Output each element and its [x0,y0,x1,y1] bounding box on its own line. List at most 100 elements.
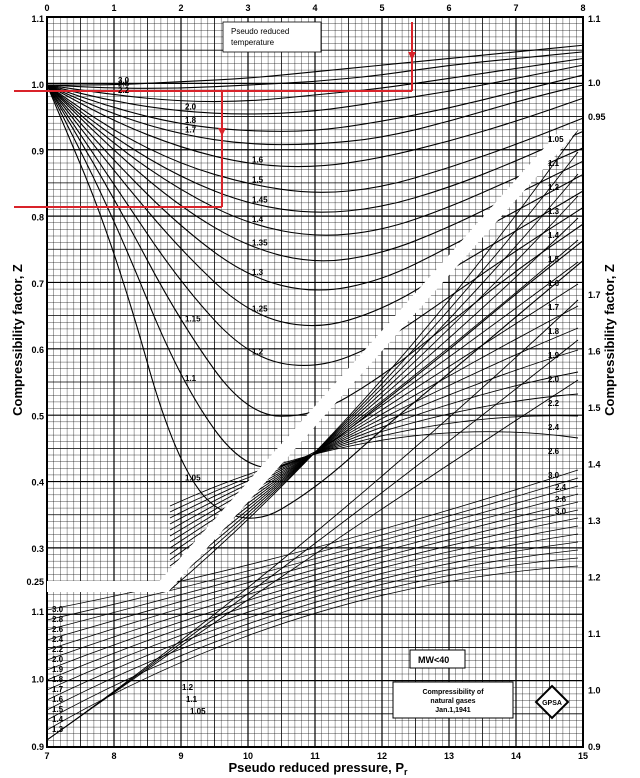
right-axis-tick: 1.1 [588,14,601,24]
high-pr-label-1.9: 1.9 [548,351,560,360]
top-axis-tick: 8 [580,3,585,13]
tr-curve-2.6 [46,51,584,89]
high-pr-label-1.5: 1.5 [548,255,560,264]
tr-label-1.25: 1.25 [252,305,268,314]
high-pr-curve-1.3 [169,195,579,573]
high-pr-label-2.6: 2.6 [548,447,560,456]
lower-center-curve-1.1 [46,339,579,741]
separator-band-left [47,581,169,592]
lower-curve-1.4 [46,557,579,721]
lower-curve-2.8 [46,477,579,621]
high-pr-curve-2.2 [169,371,579,525]
high-pr-curve-1.1 [169,151,579,585]
tr-curve-2.0 [46,64,584,115]
lower-left-label-1.9: 1.9 [52,665,64,674]
left-axis-tick: 0.4 [31,478,44,488]
lower-center-label-1.05: 1.05 [190,707,206,716]
mw-label: MW<40 [418,655,449,665]
tr-label-1.7: 1.7 [185,126,197,135]
tr-curve-1.35 [46,84,584,262]
lower-left-label-1.7: 1.7 [52,685,64,694]
tr-curve-1.5 [46,84,584,193]
right-lower-axis-tick: 1.4 [588,460,601,470]
high-pr-label-1.8: 1.8 [548,327,560,336]
curve-labels: 3.02.62.22.01.81.71.61.51.451.41.351.31.… [52,76,567,734]
caption-line-3: Jan.1,1941 [435,707,471,714]
bottom-axis-tick: 14 [511,751,521,761]
lower-left-label-1.4: 1.4 [52,715,64,724]
high-pr-curve-2.0 [169,349,579,531]
right-axis-tick: 1.0 [588,78,601,88]
left-axis-tick: 0.5 [31,411,44,421]
lower-curve-2.6 [46,485,579,631]
svg-text:GPSA: GPSA [542,700,562,707]
tr-label-3.0: 3.0 [118,76,130,85]
lower-curve-1.6 [46,541,579,701]
high-pr-curve-3.0 [169,431,579,507]
top-axis-tick: 4 [312,3,317,13]
bottom-axis-tick: 15 [578,751,588,761]
caption-line-2: natural gases [430,698,475,705]
bottom-axis-tick: 9 [178,751,183,761]
lower-center-curve-1.2 [46,299,579,741]
tr-curve-1.2 [46,84,584,367]
tr-label-2.0: 2.0 [185,103,197,112]
lower-left-label-2.2: 2.2 [52,645,64,654]
y-axis-title-right: Compressibility factor, Z [602,264,617,416]
high-pr-curve-2.4 [169,393,579,519]
lower-curve-1.9 [46,517,579,671]
lower-center-label-1.1: 1.1 [186,695,198,704]
tr-curve-1.25 [46,84,584,327]
high-pr-label-1.7: 1.7 [548,303,560,312]
tr-label-1.05: 1.05 [185,474,201,483]
x-axis-title: Pseudo reduced pressure, Pr [228,760,408,777]
lower-left-label-1.5: 1.5 [52,705,64,714]
tr-label-1.35: 1.35 [252,238,268,247]
tr-label-1.6: 1.6 [252,156,264,165]
top-axis-tick: 0 [44,3,49,13]
lower-left-label-1.6: 1.6 [52,695,64,704]
tr-label-1.8: 1.8 [185,116,197,125]
tr-curve-3.0 [47,44,584,86]
lower-left-label-1.8: 1.8 [52,675,64,684]
tr-label-1.4: 1.4 [252,215,264,224]
bottom-axis-tick: 11 [310,751,320,761]
high-pr-label-3.0: 3.0 [548,471,560,480]
caption-box [392,681,514,719]
lower-center-curve-1.05 [46,379,579,741]
right-lower-axis-tick: 1.2 [588,573,601,583]
left-axis-tick: 0.9 [31,146,44,156]
separator-band [150,130,578,592]
tr-label-1.5: 1.5 [252,175,264,184]
right-lower-axis-tick: 1.7 [588,290,601,300]
axis-ticks: 0 1 2 3 4 5 6 7 87 8 9 10 11 12 13 14 151.11.00.90.80.70… [26,3,605,761]
red-overlay [14,22,416,208]
lower-left-label-3.0: 3.0 [52,605,64,614]
lower-center-label-1.2: 1.2 [182,683,194,692]
y-axis-title-left: Compressibility factor, Z [10,264,25,416]
left-lower-axis-tick: 0.9 [31,742,44,752]
bottom-axis-tick: 8 [111,751,116,761]
left-axis-tick: 0.8 [31,213,44,223]
high-pr-curve-1.2 [169,173,579,579]
right-lower-axis-tick: 1.1 [588,629,601,639]
lower-left-label-2.0: 2.0 [52,655,64,664]
high-pr-label-1.1: 1.1 [548,159,560,168]
lower-curve-1.7 [46,533,579,691]
bottom-axis-tick: 7 [44,751,49,761]
right-lower-axis-tick: 1.0 [588,686,601,696]
tr-curve-1.7 [46,84,584,146]
lower-right-label-2.6: 2.6 [555,495,567,504]
caption-line-1: Compressibility of [422,689,484,696]
high-pr-label-1.05: 1.05 [548,135,564,144]
high-pr-label-1.3: 1.3 [548,207,560,216]
mw-box [409,649,466,669]
left-axis-tick: 1.0 [31,80,44,90]
tr-curve-1.45 [46,84,584,213]
lower-left-label-2.8: 2.8 [52,615,64,624]
top-axis-tick: 7 [513,3,518,13]
high-pr-label-2.4: 2.4 [548,423,560,432]
left-axis-tick: 0.6 [31,345,44,355]
right-lower-axis-tick: 0.9 [588,742,601,752]
left-axis-tick: 1.1 [31,14,44,24]
